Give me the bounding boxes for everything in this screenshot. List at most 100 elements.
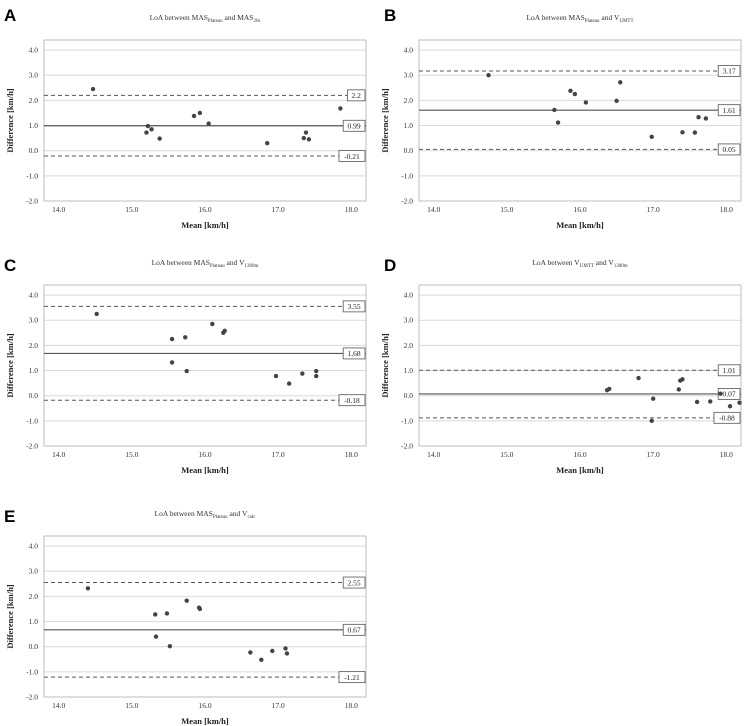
upper-loa-line-value-box <box>346 89 366 102</box>
data-point <box>85 586 91 591</box>
y-tick-label: 4.0 <box>29 291 39 300</box>
data-point <box>259 657 264 662</box>
y-tick-label: 3.0 <box>29 567 39 576</box>
upper-loa-line-value: 1.01 <box>723 366 736 375</box>
mean-bias-line-value: 1,68 <box>348 349 361 358</box>
y-tick-label: 1.0 <box>29 121 39 130</box>
data-point <box>167 643 173 649</box>
data-point <box>552 107 557 113</box>
upper-loa-line-value-box <box>717 364 741 377</box>
panel-letter: D <box>384 256 396 275</box>
data-point <box>210 321 215 327</box>
data-point <box>649 418 654 424</box>
data-point <box>197 110 203 116</box>
y-tick-label: 2.0 <box>29 592 39 601</box>
data-point <box>284 651 290 656</box>
data-point <box>169 360 175 365</box>
chart-panel-a: A LoA between MASPlateau and MAS20s -2.0 -1… <box>4 6 367 230</box>
lower-loa-line-value: 0.05 <box>723 145 736 154</box>
data-point <box>145 123 151 129</box>
data-point <box>206 121 211 126</box>
data-point <box>300 371 305 376</box>
data-point <box>301 135 306 141</box>
upper-loa-line-value: 3.17 <box>723 67 736 76</box>
y-tick-label: 3.0 <box>404 71 414 80</box>
mean-bias-line-value: 0.67 <box>348 626 361 635</box>
chart-panel-d: D LoA between VUMTT and V1300m -2.0 -1.0 0.0… <box>380 256 742 475</box>
x-tick-label: 14.0 <box>52 701 65 710</box>
y-tick-label: 1.0 <box>404 121 414 130</box>
plot-frame <box>418 284 742 447</box>
x-tick-label: 17.0 <box>272 701 285 710</box>
y-tick-label: 4.0 <box>404 291 414 300</box>
y-tick-label: 2.0 <box>404 96 414 105</box>
panel-letter: C <box>4 256 16 275</box>
y-tick-label: 3.0 <box>29 316 39 325</box>
data-point <box>708 399 713 404</box>
data-point <box>149 127 154 132</box>
y-tick-label: 4.0 <box>29 46 39 55</box>
data-point <box>169 336 175 342</box>
data-point <box>583 100 589 105</box>
mean-bias-line-value-box <box>717 104 741 117</box>
data-point <box>191 113 197 119</box>
x-axis-label: Mean [km/h] <box>556 465 604 475</box>
chart-title: LoA between MASPlateau and Vcalc <box>155 509 257 520</box>
chart-title: LoA between VUMTT and V1300m <box>532 258 627 269</box>
x-tick-label: 14.0 <box>427 450 440 459</box>
chart-panel-e: E LoA between MASPlateau and Vcalc -2.0 -1.… <box>4 507 367 726</box>
y-tick-label: 1.0 <box>29 617 39 626</box>
x-tick-label: 15.0 <box>125 205 138 214</box>
data-point <box>197 606 203 612</box>
data-point <box>248 650 253 655</box>
x-tick-label: 18.0 <box>345 450 358 459</box>
data-point <box>555 120 561 125</box>
data-point <box>694 399 700 405</box>
x-tick-label: 17.0 <box>647 450 660 459</box>
y-axis-label: Difference [km/h] <box>380 88 390 152</box>
y-tick-label: 4.0 <box>404 46 414 55</box>
data-point <box>737 400 742 405</box>
x-axis-label: Mean [km/h] <box>181 716 229 726</box>
y-tick-label: -1.0 <box>401 416 413 425</box>
y-tick-label: 0.0 <box>29 642 39 651</box>
y-axis-label: Difference [km/h] <box>380 333 390 397</box>
lower-loa-line-value: -0.21 <box>344 152 360 161</box>
lower-loa-line-value: -0.18 <box>344 396 360 405</box>
y-tick-label: -1.0 <box>26 667 38 676</box>
mean-bias-line-value: 0.07 <box>723 390 736 399</box>
data-point <box>303 130 309 135</box>
data-point <box>153 634 159 639</box>
upper-loa-line-value: 3.55 <box>348 302 361 311</box>
y-tick-label: 0.0 <box>404 146 414 155</box>
x-tick-label: 16.0 <box>573 205 586 214</box>
x-tick-label: 15.0 <box>125 450 138 459</box>
y-tick-label: 2.0 <box>29 341 39 350</box>
y-tick-label: 0.0 <box>29 146 39 155</box>
x-tick-label: 14.0 <box>427 205 440 214</box>
y-tick-label: -1.0 <box>26 416 38 425</box>
y-tick-label: 0.0 <box>404 391 414 400</box>
panel-letter: B <box>384 6 396 25</box>
upper-loa-line-value-box <box>342 576 366 589</box>
lower-loa-line-value-box <box>338 394 366 407</box>
y-tick-label: -2.0 <box>26 693 38 702</box>
data-point <box>650 396 656 401</box>
y-axis-label: Difference [km/h] <box>5 88 15 152</box>
lower-loa-line-value-box <box>717 143 741 156</box>
y-tick-label: -2.0 <box>401 442 413 451</box>
upper-loa-line-value-box <box>342 300 366 313</box>
data-point <box>486 73 491 78</box>
data-point <box>273 373 279 379</box>
x-tick-label: 18.0 <box>345 701 358 710</box>
y-tick-label: -2.0 <box>26 442 38 451</box>
x-tick-label: 18.0 <box>720 205 733 214</box>
data-point <box>649 134 654 140</box>
data-point <box>568 88 573 94</box>
chart-title: LoA between MASPlateau and MAS20s <box>150 13 261 24</box>
data-point <box>618 80 623 85</box>
data-point <box>607 386 612 392</box>
data-point <box>692 130 698 135</box>
data-point <box>183 335 188 340</box>
